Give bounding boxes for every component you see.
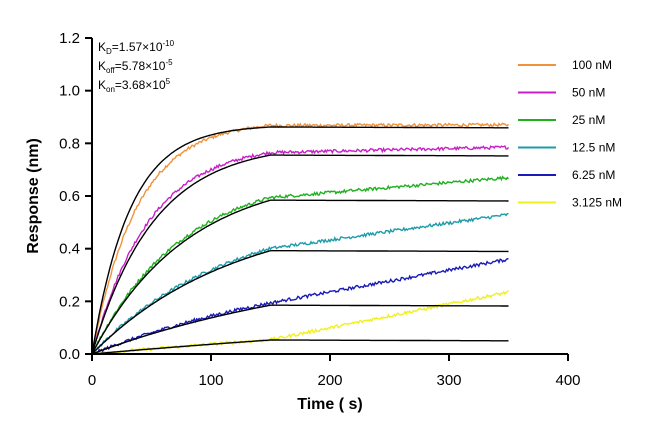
data-series-4 [91, 257, 509, 355]
y-tick-label: 0.6 [59, 188, 80, 205]
kon-value: Kon=3.68×105 [98, 77, 171, 94]
kd-value: KD=1.57×10-10 [98, 39, 175, 56]
y-tick-label: 0.4 [59, 241, 80, 258]
x-tick-label: 200 [317, 372, 342, 389]
fit-curve-0 [91, 126, 509, 355]
legend-label: 25 nM [572, 113, 605, 127]
y-tick-label: 0.2 [59, 293, 80, 310]
fit-curve-3 [91, 249, 509, 355]
legend: 100 nM 50 nM 25 nM 12.5 nM 6.25 nM 3.125 nM [518, 58, 622, 210]
legend-label: 6.25 nM [572, 168, 615, 182]
data-series-0 [91, 121, 510, 355]
plot-lines [91, 121, 510, 356]
x-tick-label: 0 [88, 372, 96, 389]
y-tick-label: 1.2 [59, 30, 80, 47]
legend-label: 100 nM [572, 58, 612, 72]
data-series-2 [91, 175, 510, 355]
y-axis-title: Response (nm) [25, 138, 42, 254]
legend-label: 12.5 nM [572, 141, 615, 155]
legend-label: 50 nM [572, 86, 605, 100]
data-series-1 [91, 145, 510, 355]
data-series-3 [91, 212, 509, 355]
x-axis-title: Time ( s) [297, 396, 363, 413]
fit-curve-2 [91, 199, 509, 355]
y-tick-label: 0.0 [59, 346, 80, 363]
fit-curve-1 [91, 154, 509, 355]
fit-curve-4 [91, 304, 509, 355]
x-tick-label: 100 [198, 372, 223, 389]
fit-curve-5 [91, 339, 509, 355]
koff-value: Koff=5.78×10-5 [98, 58, 173, 75]
x-tick-label: 300 [436, 372, 461, 389]
y-tick-label: 0.8 [59, 135, 80, 152]
y-ticks: 0.0 0.2 0.4 0.6 0.8 1.0 1.2 [59, 30, 92, 363]
y-tick-label: 1.0 [59, 83, 80, 100]
x-ticks: 0 100 200 300 400 [88, 354, 581, 389]
x-tick-label: 400 [555, 372, 580, 389]
legend-label: 3.125 nM [572, 196, 622, 210]
